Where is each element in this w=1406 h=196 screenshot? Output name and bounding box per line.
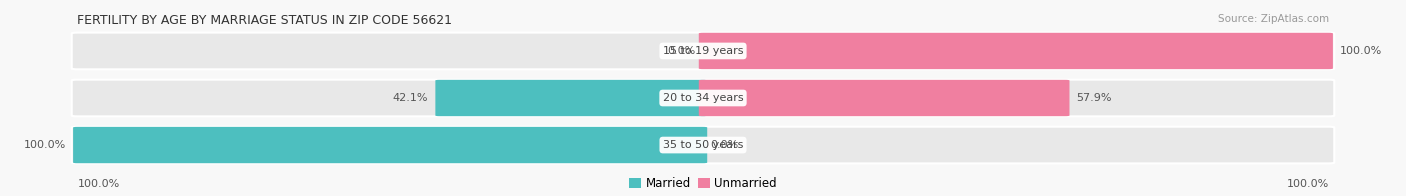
FancyBboxPatch shape [436, 80, 707, 116]
FancyBboxPatch shape [72, 127, 1334, 163]
FancyBboxPatch shape [73, 127, 707, 163]
FancyBboxPatch shape [699, 80, 1070, 116]
Text: 100.0%: 100.0% [1340, 46, 1382, 56]
Text: 100.0%: 100.0% [77, 179, 120, 189]
Text: 20 to 34 years: 20 to 34 years [662, 93, 744, 103]
Text: Source: ZipAtlas.com: Source: ZipAtlas.com [1218, 14, 1329, 24]
Text: 0.0%: 0.0% [668, 46, 696, 56]
Text: 0.0%: 0.0% [710, 140, 738, 150]
Text: 35 to 50 years: 35 to 50 years [662, 140, 744, 150]
Text: FERTILITY BY AGE BY MARRIAGE STATUS IN ZIP CODE 56621: FERTILITY BY AGE BY MARRIAGE STATUS IN Z… [77, 14, 453, 27]
FancyBboxPatch shape [72, 80, 1334, 116]
FancyBboxPatch shape [699, 33, 1333, 69]
Text: 42.1%: 42.1% [392, 93, 429, 103]
Text: 15 to 19 years: 15 to 19 years [662, 46, 744, 56]
Text: 100.0%: 100.0% [24, 140, 66, 150]
Text: 100.0%: 100.0% [1286, 179, 1329, 189]
FancyBboxPatch shape [72, 33, 1334, 69]
Legend: Married, Unmarried: Married, Unmarried [628, 177, 778, 190]
Text: 57.9%: 57.9% [1077, 93, 1112, 103]
